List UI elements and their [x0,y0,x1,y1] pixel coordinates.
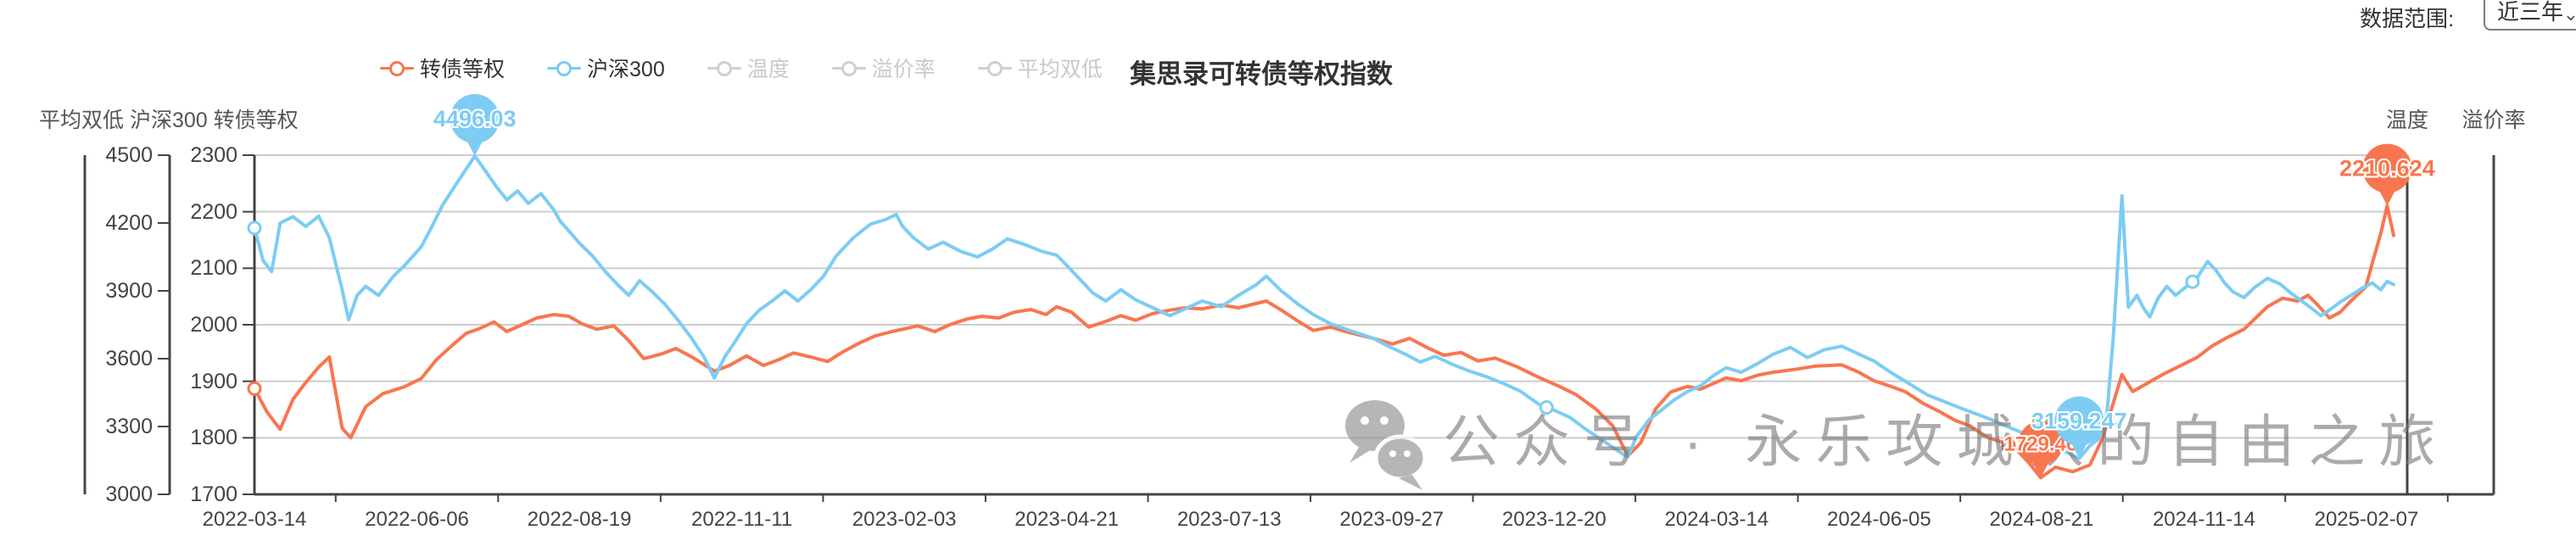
x-tick-label: 2022-03-14 [202,508,307,531]
legend-label: 沪深300 [587,58,665,81]
hs300-tick-label: 4500 [105,143,153,167]
zz-tick-label: 2300 [190,143,237,167]
svg-text:2210.624: 2210.624 [2339,156,2435,181]
right-axis-title-premium: 溢价率 [2461,109,2526,132]
x-tick-label: 2022-06-06 [365,508,469,531]
x-tick-label: 2023-09-27 [1339,508,1444,531]
zz-tick-label: 2100 [190,256,237,281]
zz-tick-label: 2200 [190,199,237,224]
hs300-tick-label: 3300 [105,415,153,438]
legend: 转债等权 沪深300 温度 溢价率 平均双低 [380,54,1103,81]
hs300-tick-label: 3900 [105,279,153,303]
svg-text:4496.03: 4496.03 [433,106,517,131]
zz-tick-label: 1700 [190,482,237,506]
zz-tick-label: 1900 [190,369,237,393]
x-tick-label: 2024-11-14 [2152,508,2255,531]
max-marker-pin: 4496.03 [432,94,518,157]
zz-tick-label: 2000 [190,313,237,337]
x-tick-label: 2022-11-11 [691,508,793,531]
line-symbol-icon [707,61,741,76]
x-tick-label: 2024-03-14 [1664,508,1769,531]
right-axis-title-temperature: 温度 [2385,109,2428,132]
page-title: 集思录可转债等权指数 [1130,59,1393,89]
line-symbol-icon [547,61,582,76]
legend-label: 转债等权 [420,58,506,81]
legend-item-2[interactable]: 沪深300 [547,53,665,83]
legend-label: 平均双低 [1017,58,1103,81]
legend-label: 溢价率 [871,58,936,81]
legend-item-4[interactable]: 溢价率 [831,53,936,83]
zz-tick-label: 1800 [190,426,237,450]
line-symbol-icon [977,61,1012,76]
legend-item-3[interactable]: 温度 [707,53,790,83]
x-tick-label: 2023-04-21 [1014,508,1120,531]
data-range-select[interactable]: 近三年 ⌄ [2484,0,2576,31]
hs300-tick-label: 4200 [105,211,153,235]
legend-label: 温度 [746,58,790,81]
svg-text:3159.247: 3159.247 [2031,409,2127,434]
x-tick-label: 2022-08-19 [527,508,632,531]
legend-item-5[interactable]: 平均双低 [977,53,1103,83]
line-symbol-icon [831,61,866,76]
data-range-value: 近三年 [2497,0,2564,25]
hs300-tick-label: 3600 [105,347,153,371]
x-tick-label: 2023-02-03 [852,508,957,531]
chevron-down-icon: ⌄ [2562,3,2576,25]
legend-item-1[interactable]: 转债等权 [380,53,505,83]
x-tick-label: 2023-07-13 [1176,508,1282,531]
left-axis-title: 平均双低 沪深300 转债等权 [39,109,299,132]
x-tick-label: 2024-08-21 [1989,508,2094,531]
x-tick-label: 2025-02-07 [2314,508,2419,531]
max-marker-pin: 2210.624 [2338,143,2437,206]
line-symbol-icon [380,61,414,76]
hs300-tick-label: 3000 [105,482,153,506]
min-marker-pin: 3159.247 [2030,396,2129,459]
x-tick-label: 2023-12-20 [1501,508,1607,531]
x-tick-label: 2024-06-05 [1826,508,1931,531]
data-range-label: 数据范围: [2360,6,2455,31]
